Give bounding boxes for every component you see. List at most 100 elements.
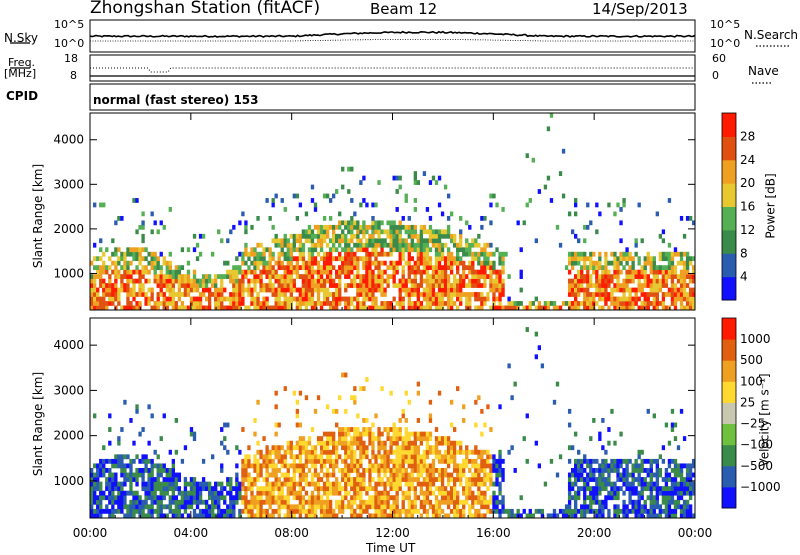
heatmap-cell [625,269,629,275]
heatmap-cell [135,301,139,306]
heatmap-cell [322,215,327,221]
heatmap-cell [180,247,185,253]
heatmap-cell [413,224,417,230]
heatmap-cell [619,477,623,482]
heatmap-cell [474,508,478,514]
heatmap-cell [392,508,396,514]
heatmap-cell [313,256,318,262]
heatmap-cell [277,278,281,284]
heatmap-cell [174,477,179,482]
heatmap-cell [292,256,296,262]
heatmap-cell [353,454,357,460]
heatmap-cell [313,481,318,487]
heatmap-cell [359,454,363,460]
heatmap-cell [477,278,481,284]
heatmap-cell [198,486,203,492]
heatmap-cell [386,229,390,235]
heatmap-cell [241,256,245,262]
heatmap-cell [253,274,257,279]
heatmap-cell [383,305,387,311]
heatmap-cell [465,305,469,311]
heatmap-cell [437,260,442,266]
heatmap-cell [416,495,421,501]
colorbar-swatch [722,183,736,207]
heatmap-cell [637,256,641,262]
heatmap-cell [446,229,451,235]
heatmap-cell [401,274,405,279]
heatmap-cell [652,458,656,464]
heatmap-cell [295,422,300,428]
heatmap-cell [277,283,281,288]
heatmap-cell [362,220,366,226]
heatmap-cell [619,463,623,469]
heatmap-cell [570,278,575,284]
heatmap-cell [486,265,490,271]
heatmap-cell [574,495,578,501]
heatmap-cell [223,513,227,519]
heatmap-cell [410,305,414,311]
heatmap-cell [449,486,454,492]
heatmap-cell [655,287,659,293]
heatmap-cell [486,260,490,266]
heatmap-cell [679,287,684,293]
heatmap-cell [658,256,663,262]
heatmap-cell [162,477,166,482]
heatmap-cell [147,287,151,293]
heatmap-cell [150,287,154,293]
heatmap-cell [622,481,626,487]
heatmap-cell [368,436,372,442]
heatmap-cell [498,296,502,302]
heatmap-cell [380,274,384,279]
heatmap-cell [341,508,345,514]
heatmap-cell [465,238,469,244]
heatmap-cell [395,436,399,442]
heatmap-cell [437,504,442,510]
heatmap-cell [262,283,266,288]
heatmap-cell [386,495,390,501]
heatmap-cell [437,274,442,279]
heatmap-cell [673,287,678,293]
heatmap-cell [298,472,303,478]
heatmap-cell [328,292,333,297]
heatmap-cell [610,260,614,266]
heatmap-cell [413,431,417,437]
heatmap-cell [386,436,390,442]
heatmap-cell [386,283,390,288]
heatmap-cell [631,269,635,275]
heatmap-cell [601,305,605,311]
heatmap-cell [537,305,542,311]
heatmap-cell [192,287,197,293]
heatmap-cell [422,449,427,455]
heatmap-cell [625,301,629,306]
heatmap-cell [477,486,481,492]
velocity-colorbar-label: Velocity [m s⁻¹] [757,373,772,467]
heatmap-cell [250,292,254,297]
heatmap-cell [377,481,381,487]
heatmap-cell [507,274,511,279]
heatmap-cell [489,454,493,460]
heatmap-cell [102,287,106,293]
heatmap-cell [353,274,357,279]
heatmap-cell [271,486,275,492]
heatmap-cell [111,292,115,297]
heatmap-cell [244,220,248,226]
heatmap-cell [601,499,605,505]
heatmap-cell [341,495,345,501]
heatmap-cell [395,427,399,432]
heatmap-cell [425,256,430,262]
heatmap-cell [425,513,430,519]
heatmap-cell [649,490,653,496]
heatmap-cell [552,399,557,405]
heatmap-cell [268,256,272,262]
heatmap-cell [96,486,100,492]
heatmap-cell [156,274,160,279]
heatmap-cell [619,458,623,464]
heatmap-cell [353,481,357,487]
heatmap-cell [655,463,659,469]
heatmap-cell [434,301,439,306]
heatmap-cell [138,224,142,230]
heatmap-cell [404,418,408,423]
heatmap-cell [395,233,399,239]
heatmap-cell [616,283,620,288]
heatmap-cell [434,278,439,284]
